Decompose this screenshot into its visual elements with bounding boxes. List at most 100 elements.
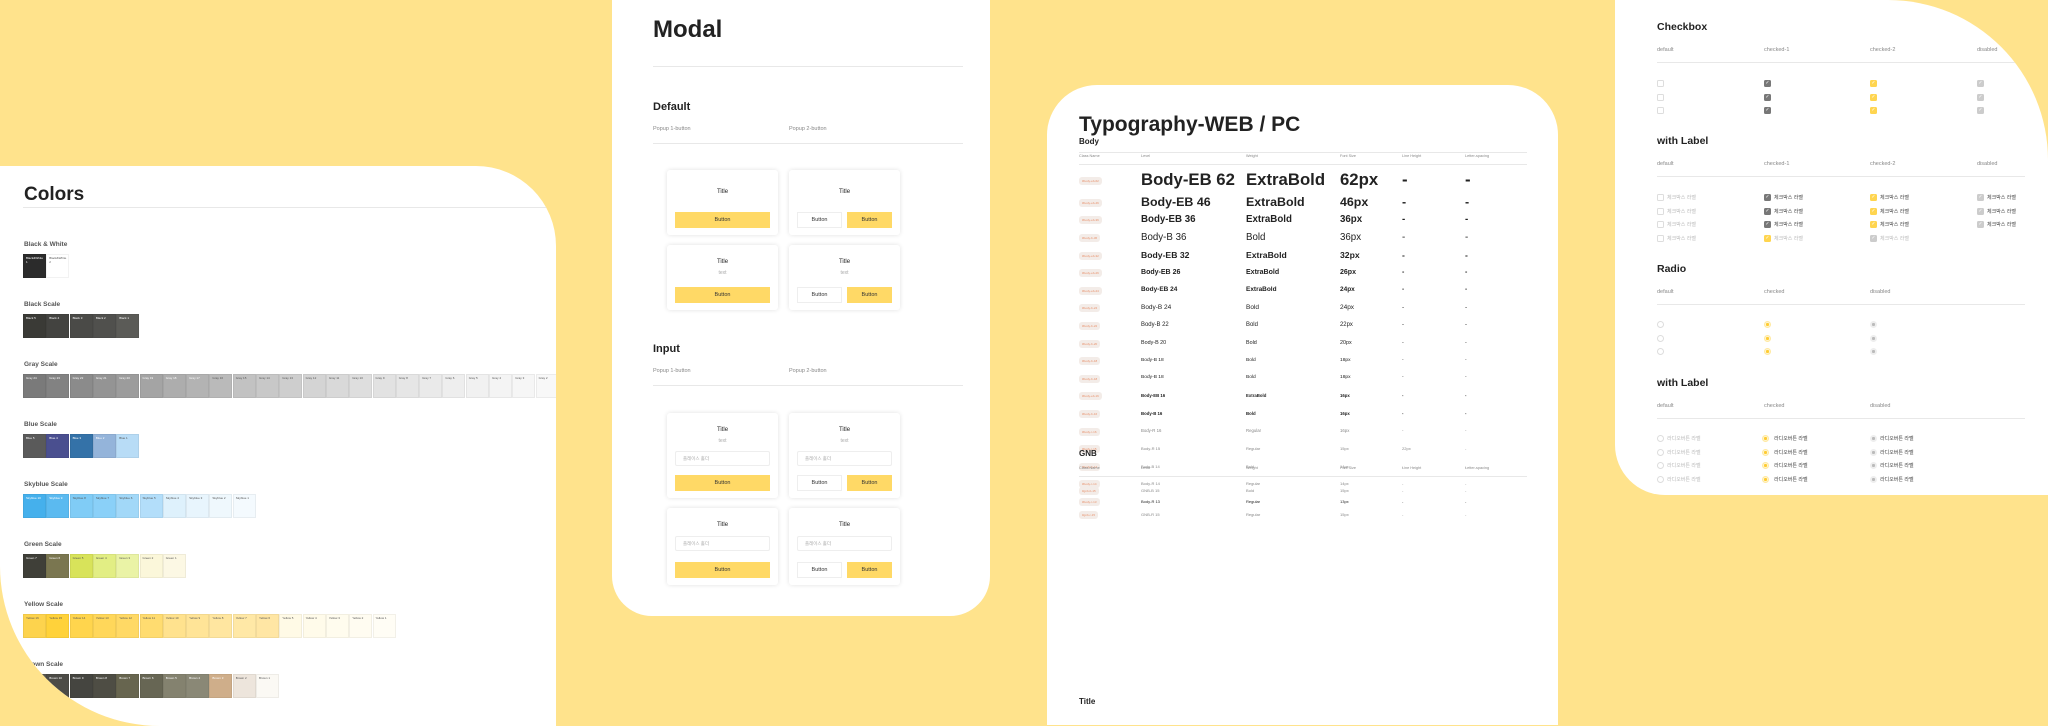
checkbox[interactable] bbox=[1657, 207, 1664, 215]
checkbox-label[interactable]: 체크박스 라벨 bbox=[1667, 222, 1696, 228]
color-swatch[interactable]: Yellow 2 bbox=[349, 614, 373, 638]
radio-label[interactable]: 라디오버튼 라벨 bbox=[1667, 463, 1701, 469]
color-swatch[interactable]: Black&White 1 bbox=[23, 254, 46, 278]
color-swatch[interactable]: Black 5 bbox=[23, 314, 46, 338]
color-swatch[interactable]: Skyblue 5 bbox=[139, 494, 163, 518]
color-swatch[interactable]: Yellow 16 bbox=[23, 614, 46, 638]
checkbox-label[interactable]: 체크박스 라벨 bbox=[1774, 235, 1803, 242]
color-swatch[interactable]: Gray 8 bbox=[395, 374, 419, 398]
text-input[interactable]: 플레이스 홀더 bbox=[797, 451, 892, 466]
color-swatch[interactable]: Gray 9 bbox=[372, 374, 396, 398]
color-swatch[interactable]: Gray 3 bbox=[512, 374, 536, 398]
checkbox[interactable] bbox=[1657, 80, 1664, 87]
radio-button[interactable] bbox=[1657, 435, 1664, 442]
confirm-button[interactable]: Button bbox=[847, 287, 892, 303]
color-swatch[interactable]: Blue 4 bbox=[46, 434, 70, 458]
confirm-button[interactable]: Button bbox=[675, 562, 770, 578]
checkbox-label[interactable]: 체크박스 라벨 bbox=[1667, 208, 1696, 215]
radio-label[interactable]: 라디오버튼 라벨 bbox=[1880, 449, 1914, 456]
confirm-button[interactable]: Button bbox=[847, 562, 892, 578]
radio-label[interactable]: 라디오버튼 라벨 bbox=[1880, 476, 1914, 483]
radio-label[interactable]: 라디오버튼 라벨 bbox=[1774, 476, 1808, 483]
color-swatch[interactable]: Green 1 bbox=[162, 554, 186, 578]
color-swatch[interactable]: Brown 4 bbox=[186, 674, 210, 698]
radio-button[interactable] bbox=[1762, 448, 1769, 456]
checkbox[interactable]: ✓ bbox=[1870, 107, 1877, 114]
color-swatch[interactable]: Blue 3 bbox=[69, 434, 93, 458]
color-swatch[interactable]: Skyblue 6 bbox=[116, 494, 140, 518]
color-swatch[interactable]: Yellow 1 bbox=[372, 614, 396, 638]
checkbox[interactable]: ✓ bbox=[1870, 194, 1877, 201]
color-swatch[interactable]: Gray 23 bbox=[46, 374, 70, 398]
checkbox[interactable]: ✓ bbox=[1870, 234, 1877, 242]
checkbox-label[interactable]: 체크박스 라벨 bbox=[1667, 195, 1696, 201]
radio-label[interactable]: 라디오버튼 라벨 bbox=[1667, 476, 1701, 483]
confirm-button[interactable]: Button bbox=[675, 475, 770, 491]
radio-label[interactable]: 라디오버튼 라벨 bbox=[1667, 449, 1701, 456]
color-swatch[interactable]: Green 3 bbox=[116, 554, 140, 578]
color-swatch[interactable]: Gray 13 bbox=[279, 374, 303, 398]
color-swatch[interactable]: Brown 9 bbox=[69, 674, 93, 698]
radio-button[interactable] bbox=[1762, 475, 1769, 483]
color-swatch[interactable]: Gray 15 bbox=[232, 374, 256, 398]
color-swatch[interactable]: Green 7 bbox=[23, 554, 46, 578]
checkbox-label[interactable]: 체크박스 라벨 bbox=[1987, 222, 2016, 228]
color-swatch[interactable]: Brown 8 bbox=[92, 674, 116, 698]
checkbox-label[interactable]: 체크박스 라벨 bbox=[1987, 208, 2016, 215]
checkbox-label[interactable]: 체크박스 라벨 bbox=[1774, 195, 1803, 201]
color-swatch[interactable]: Yellow 13 bbox=[92, 614, 116, 638]
color-swatch[interactable]: Skyblue 4 bbox=[162, 494, 186, 518]
color-swatch[interactable]: Blue 1 bbox=[116, 434, 140, 458]
color-swatch[interactable]: Green 4 bbox=[92, 554, 116, 578]
color-swatch[interactable]: Yellow 9 bbox=[186, 614, 210, 638]
radio-button[interactable] bbox=[1657, 462, 1664, 469]
cancel-button[interactable]: Button bbox=[797, 212, 842, 228]
color-swatch[interactable]: Yellow 7 bbox=[232, 614, 256, 638]
color-swatch[interactable]: Brown 10 bbox=[46, 674, 70, 698]
checkbox[interactable]: ✓ bbox=[1764, 107, 1771, 114]
color-swatch[interactable]: Yellow 14 bbox=[69, 614, 93, 638]
color-swatch[interactable]: Gray 19 bbox=[139, 374, 163, 398]
confirm-button[interactable]: Button bbox=[675, 287, 770, 303]
color-swatch[interactable]: Blue 5 bbox=[23, 434, 46, 458]
color-swatch[interactable]: Yellow 3 bbox=[325, 614, 349, 638]
color-swatch[interactable]: Yellow 6 bbox=[256, 614, 279, 638]
color-swatch[interactable]: Yellow 12 bbox=[116, 614, 140, 638]
color-swatch[interactable]: Gray 2 bbox=[535, 374, 556, 398]
text-input[interactable]: 플레이스 홀더 bbox=[675, 536, 770, 551]
color-swatch[interactable]: Skyblue 3 bbox=[186, 494, 210, 518]
color-swatch[interactable]: Skyblue 1 bbox=[232, 494, 256, 518]
confirm-button[interactable]: Button bbox=[847, 212, 892, 228]
checkbox[interactable] bbox=[1657, 93, 1664, 101]
checkbox[interactable]: ✓ bbox=[1764, 234, 1771, 242]
radio-label[interactable]: 라디오버튼 라벨 bbox=[1880, 436, 1914, 442]
radio-button[interactable] bbox=[1762, 462, 1769, 469]
color-swatch[interactable]: Yellow 4 bbox=[302, 614, 326, 638]
radio-button[interactable] bbox=[1657, 321, 1664, 328]
color-swatch[interactable]: Green 6 bbox=[46, 554, 70, 578]
color-swatch[interactable]: Gray 12 bbox=[302, 374, 326, 398]
checkbox-label[interactable]: 체크박스 라벨 bbox=[1774, 208, 1803, 215]
checkbox[interactable] bbox=[1657, 221, 1664, 228]
checkbox[interactable] bbox=[1657, 194, 1664, 201]
checkbox[interactable]: ✓ bbox=[1764, 93, 1771, 101]
radio-button[interactable] bbox=[1657, 348, 1664, 355]
color-swatch[interactable]: Yellow 5 bbox=[279, 614, 303, 638]
color-swatch[interactable]: Gray 11 bbox=[325, 374, 349, 398]
checkbox[interactable]: ✓ bbox=[1764, 80, 1771, 87]
color-swatch[interactable]: Black 3 bbox=[69, 314, 93, 338]
checkbox[interactable]: ✓ bbox=[1764, 221, 1771, 228]
color-swatch[interactable]: Brown 11 bbox=[23, 674, 46, 698]
color-swatch[interactable]: Yellow 8 bbox=[209, 614, 233, 638]
checkbox-label[interactable]: 체크박스 라벨 bbox=[1880, 208, 1909, 215]
color-swatch[interactable]: Gray 4 bbox=[489, 374, 512, 398]
color-swatch[interactable]: Gray 20 bbox=[116, 374, 140, 398]
color-swatch[interactable]: Gray 17 bbox=[186, 374, 210, 398]
color-swatch[interactable]: Gray 18 bbox=[162, 374, 186, 398]
color-swatch[interactable]: Gray 16 bbox=[209, 374, 233, 398]
radio-label[interactable]: 라디오버튼 라벨 bbox=[1774, 436, 1808, 442]
checkbox[interactable]: ✓ bbox=[1764, 207, 1771, 215]
color-swatch[interactable]: Yellow 10 bbox=[162, 614, 186, 638]
radio-button[interactable] bbox=[1764, 348, 1771, 355]
color-swatch[interactable]: Brown 5 bbox=[162, 674, 186, 698]
